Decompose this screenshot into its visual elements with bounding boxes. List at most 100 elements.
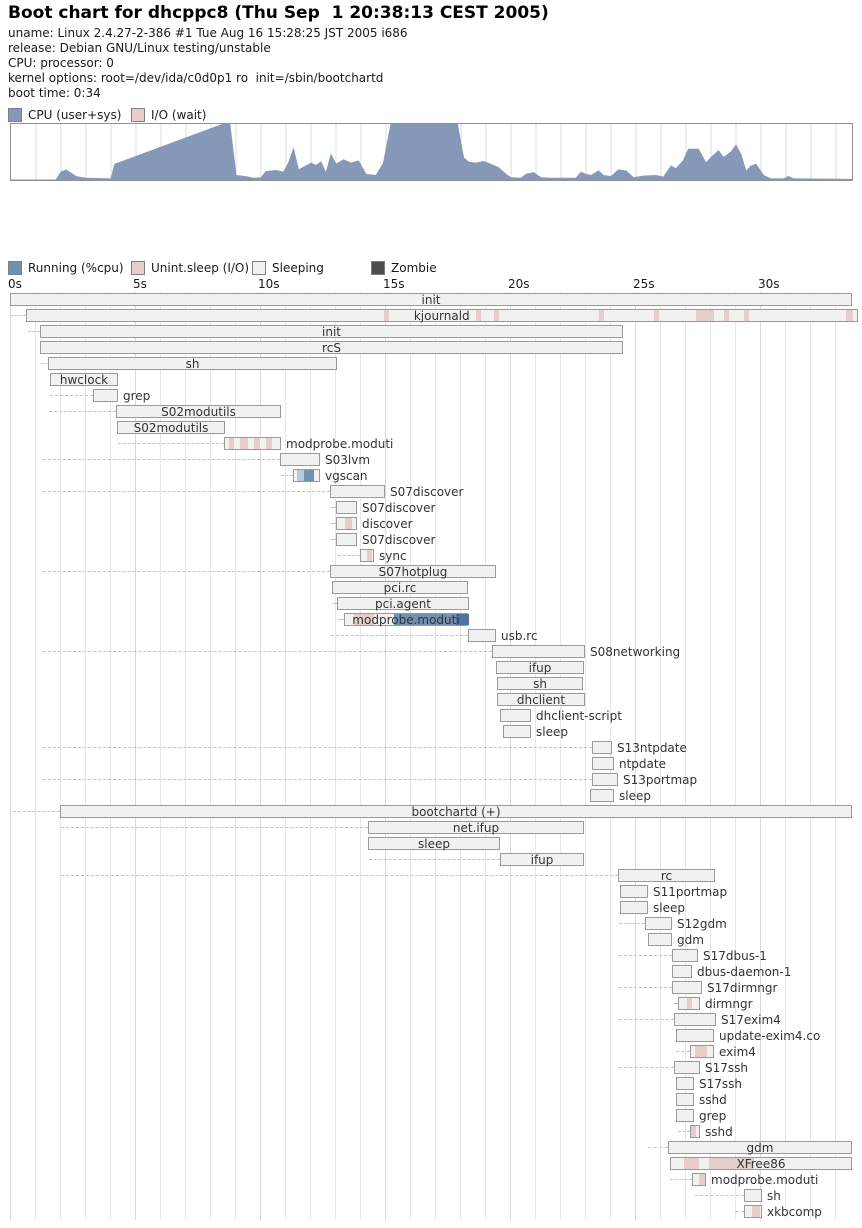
state-segment-io [383, 310, 389, 321]
process-bar: rcS [40, 341, 623, 354]
state-segment-io [353, 614, 374, 625]
process-label: vgscan [325, 469, 368, 483]
gridline [810, 292, 811, 1220]
tree-connector [12, 811, 60, 812]
time-axis: 0s 5s 10s 15s 20s 25s 30s [0, 277, 862, 291]
tree-connector [42, 459, 280, 460]
tree-connector [42, 651, 492, 652]
process-label: pci.agent [374, 596, 432, 611]
cpu-usage-chart [10, 123, 854, 181]
cpu-area-plot [11, 123, 854, 181]
process-label: sshd [699, 1093, 727, 1107]
tree-connector [695, 1195, 744, 1196]
info-cpu: CPU: processor: 0 [8, 56, 114, 70]
page-title: Boot chart for dhcppc8 (Thu Sep 1 20:38:… [8, 3, 549, 23]
legend-item: Unint.sleep (I/O) [131, 261, 249, 275]
tree-connector [618, 923, 645, 924]
process-bar [500, 709, 531, 722]
process-chart-legend: Running (%cpu) Unint.sleep (I/O) Sleeping Z… [0, 261, 862, 275]
tree-connector [42, 779, 592, 780]
tree-connector [368, 859, 500, 860]
process-label: modprobe.moduti [352, 612, 460, 627]
process-label: gdm [746, 1140, 774, 1155]
process-bar [672, 949, 698, 962]
gridline [760, 292, 761, 1220]
process-bar: sh [497, 677, 583, 690]
process-label: sleep [418, 836, 450, 851]
gridline [360, 292, 361, 1220]
cpu-usage-area [11, 123, 854, 181]
process-label: S02modutils [133, 420, 209, 435]
gridline [660, 292, 661, 1220]
process-label: usb.rc [501, 629, 538, 643]
legend-label: CPU (user+sys) [28, 108, 122, 122]
gridline [335, 292, 336, 1220]
gridline [185, 292, 186, 1220]
gridline [60, 292, 61, 1220]
legend-label: Zombie [391, 261, 437, 275]
process-bar [676, 1093, 694, 1106]
tree-connector [647, 1147, 668, 1148]
gridline [285, 292, 286, 1220]
process-bar: sleep [368, 837, 500, 850]
process-label: S12gdm [677, 917, 727, 931]
process-label: xkbcomp [767, 1205, 822, 1219]
process-bar [293, 469, 320, 482]
process-bar: kjournald [26, 309, 858, 322]
gridline [735, 292, 736, 1220]
gridline [235, 292, 236, 1220]
process-bar [503, 725, 531, 738]
tree-connector [42, 571, 330, 572]
process-bar: bootchartd (+) [60, 805, 852, 818]
gridline [135, 292, 136, 1220]
axis-tick-label: 5s [133, 277, 147, 291]
gridline [585, 292, 586, 1220]
process-label: sh [533, 676, 547, 691]
process-label: S07hotplug [378, 564, 448, 579]
process-label: ifup [528, 660, 552, 675]
process-label: modprobe.moduti [711, 1173, 819, 1187]
tree-connector [735, 1211, 744, 1212]
gridline [535, 292, 536, 1220]
process-label: ifup [530, 852, 554, 867]
cpu-chart-legend: CPU (user+sys) I/O (wait) [0, 108, 862, 122]
state-segment-io [696, 310, 714, 321]
process-bar [360, 549, 374, 562]
tree-connector [10, 315, 26, 316]
process-label: bootchartd (+) [411, 804, 501, 819]
legend-label: Unint.sleep (I/O) [151, 261, 250, 275]
tree-connector [618, 1067, 674, 1068]
process-label: sleep [653, 901, 685, 915]
gridline [610, 292, 611, 1220]
process-label: dirmngr [705, 997, 753, 1011]
process-bar: pci.rc [332, 581, 468, 594]
process-label: S17exim4 [721, 1013, 781, 1027]
tree-connector [331, 539, 336, 540]
state-segment-io [344, 518, 353, 529]
process-bar: S02modutils [116, 405, 281, 418]
state-segment-io [653, 310, 659, 321]
process-label: sleep [619, 789, 651, 803]
process-bar: modprobe.moduti [344, 612, 469, 627]
process-label: init [421, 292, 441, 307]
running-cpu--swatch-icon [8, 261, 22, 275]
process-bar: rc [618, 869, 715, 882]
state-segment-io [723, 310, 729, 321]
sleeping-swatch-icon [252, 261, 266, 275]
tree-connector [42, 747, 592, 748]
process-bar: S02modutils [117, 421, 225, 434]
tree-connector [61, 827, 368, 828]
gridline [35, 292, 36, 1220]
process-label: S17dirmngr [707, 981, 778, 995]
state-segment-io [476, 310, 481, 321]
gridline [385, 292, 386, 1220]
process-label: kjournald [413, 308, 470, 323]
process-label: gdm [677, 933, 704, 947]
legend-item: CPU (user+sys) [8, 108, 121, 122]
tree-connector [676, 1051, 690, 1052]
process-label: update-exim4.co [719, 1029, 821, 1043]
process-label: S08networking [590, 645, 681, 659]
process-bar: gdm [668, 1141, 852, 1154]
info-release: release: Debian GNU/Linux testing/unstab… [8, 41, 271, 55]
